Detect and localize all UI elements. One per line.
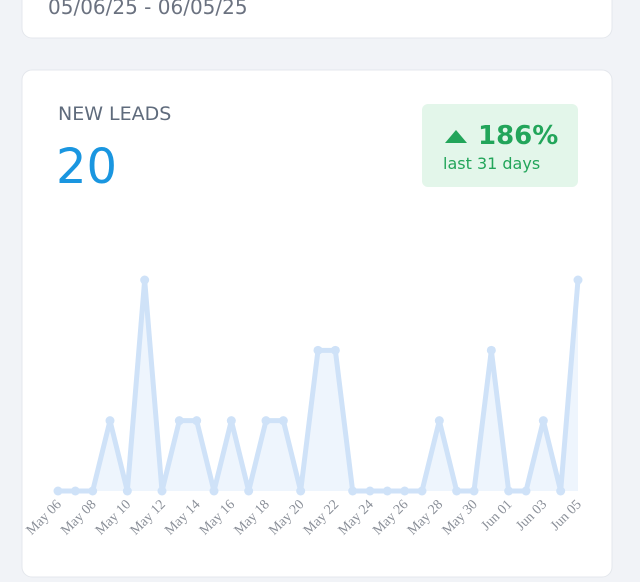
point <box>226 416 236 426</box>
date-card <box>21 0 613 39</box>
point <box>70 486 80 496</box>
point <box>174 416 184 426</box>
point <box>157 486 167 496</box>
total: 20 <box>56 139 117 195</box>
point <box>313 345 323 355</box>
point <box>486 345 496 355</box>
point <box>365 486 375 496</box>
point <box>417 486 427 496</box>
point <box>88 486 98 496</box>
date-range: 05/06/25 - 06/05/25 <box>48 0 248 19</box>
point <box>434 416 444 426</box>
change-badge <box>422 104 578 187</box>
point <box>469 486 479 496</box>
point <box>53 486 63 496</box>
point <box>209 486 219 496</box>
point <box>278 416 288 426</box>
point <box>400 486 410 496</box>
point <box>140 275 150 285</box>
point <box>573 275 583 285</box>
card-title: NEW LEADS <box>58 103 171 125</box>
point <box>330 345 340 355</box>
point <box>452 486 462 496</box>
point <box>538 416 548 426</box>
point <box>244 486 254 496</box>
point <box>504 486 514 496</box>
point <box>382 486 392 496</box>
up-arrow <box>445 130 467 143</box>
point <box>105 416 115 426</box>
area <box>58 280 578 491</box>
point <box>556 486 566 496</box>
change: 186% <box>478 121 558 151</box>
period: last 31 days <box>443 154 540 173</box>
point <box>122 486 132 496</box>
point <box>521 486 531 496</box>
point <box>348 486 358 496</box>
point <box>296 486 306 496</box>
point <box>261 416 271 426</box>
point <box>192 416 202 426</box>
